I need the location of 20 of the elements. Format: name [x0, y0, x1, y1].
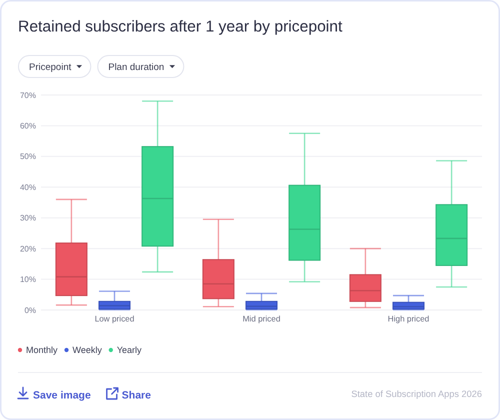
- y-tick-label: 10%: [20, 275, 36, 284]
- y-tick-label: 30%: [20, 214, 36, 223]
- x-tick-label: Mid priced: [242, 314, 281, 324]
- y-tick-label: 0%: [24, 306, 36, 315]
- y-tick-label: 70%: [20, 90, 36, 100]
- y-tick-label: 50%: [20, 152, 36, 162]
- chart-title: Retained subscribers after 1 year by pricepoint: [18, 18, 344, 36]
- legend-label: Weekly: [72, 345, 102, 356]
- legend-label: Monthly: [26, 345, 58, 356]
- y-tick-label: 60%: [20, 122, 36, 131]
- legend-label: Yearly: [116, 345, 142, 356]
- dropdown-button: Plan duration: [97, 55, 184, 78]
- y-tick-label: 20%: [20, 244, 36, 254]
- text: Save image: [33, 390, 91, 402]
- x-tick-label: Low priced: [94, 314, 135, 324]
- dropdown-button: Pricepoint: [18, 55, 92, 78]
- text: Share: [122, 390, 152, 402]
- y-tick-label: 40%: [20, 182, 36, 192]
- x-tick-label: High priced: [388, 314, 430, 324]
- text: State of Subscription Apps 2026: [351, 389, 482, 399]
